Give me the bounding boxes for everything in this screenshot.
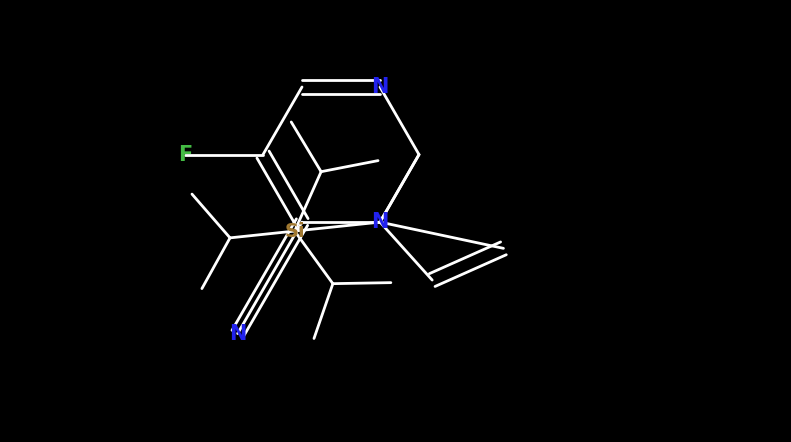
Text: N: N bbox=[229, 324, 246, 343]
Text: N: N bbox=[371, 77, 388, 97]
Text: N: N bbox=[371, 212, 388, 232]
Text: F: F bbox=[178, 145, 192, 164]
Text: Si: Si bbox=[284, 221, 305, 240]
